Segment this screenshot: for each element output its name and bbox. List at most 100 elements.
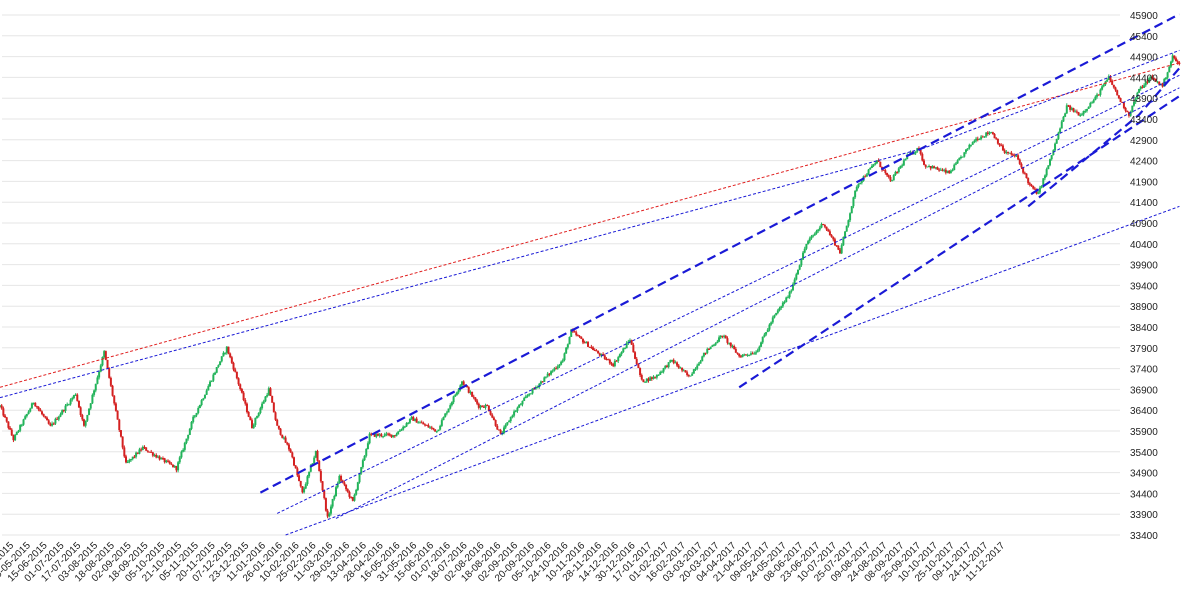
candle-body [825,226,828,230]
candle-body [202,398,205,401]
candle-body [739,356,742,358]
candle-body [886,172,889,176]
candle-body [795,274,798,280]
candle-body [971,142,974,145]
candle-body [914,151,917,154]
candle-body [1060,121,1063,129]
candle-body [632,344,635,353]
candle-body [1028,183,1031,185]
candle-body [271,395,274,403]
candle-body [768,324,771,330]
candle-body [830,235,833,238]
candle-body [454,394,457,397]
candle-body [130,459,133,461]
candle-body [378,434,381,436]
candle-body [541,381,544,383]
candle-body [677,365,680,368]
candle-body [613,360,616,367]
candle-body [190,421,193,429]
candle-body [901,165,904,167]
candle-body [1047,165,1050,170]
candle-body [555,368,558,370]
candle-body [358,473,361,483]
candle-body [1027,178,1030,184]
candle-body [209,381,211,387]
candle-body [7,421,10,428]
candle-body [622,348,625,353]
candle-body [119,430,122,437]
candle-body [1102,84,1105,87]
candle-body [146,450,149,452]
candle-body [452,396,455,403]
candle-body [136,452,139,454]
candle-body [1070,108,1073,110]
y-tick-label: 40900 [1130,219,1158,230]
candle-body [245,403,248,413]
candle-body [954,163,957,165]
candle-body [588,346,591,348]
candle-body [161,458,164,460]
y-tick-label: 41400 [1130,198,1158,209]
candle-body [27,411,30,415]
candle-body [660,371,663,373]
y-tick-label: 37900 [1130,344,1158,355]
candle-body [1149,76,1152,79]
trend-lines [0,13,1181,536]
candle-body [353,494,356,501]
candle-body [324,498,327,511]
candle-body [1131,105,1134,113]
candle-body [823,224,826,227]
candle-body [924,164,927,167]
candle-body [328,513,331,517]
candle-body [439,425,442,430]
candle-body [106,359,109,369]
candle-body [852,197,855,207]
candle-body [1173,55,1176,59]
candle-body [29,408,32,412]
candle-body [711,345,714,347]
candle-body [57,416,60,420]
y-tick-label: 35900 [1130,427,1158,438]
candle-body [543,377,546,382]
candle-body [219,361,222,366]
candle-body [487,405,490,412]
candle-body [123,447,126,457]
candle-body [970,144,973,146]
candle-body [356,482,359,490]
candle-body [744,354,747,356]
candle-body [486,405,489,407]
candle-body [93,390,96,395]
candle-body [689,375,692,377]
candle-body [1054,143,1057,151]
candle-body [528,394,531,396]
trend-line-blue-dotted [276,74,1180,514]
candle-body [104,351,107,360]
candle-body [608,359,611,364]
candle-body [892,175,895,181]
candle-body [368,433,371,444]
candle-body [1064,113,1067,117]
candle-body [817,229,820,232]
candle-body [686,372,689,376]
candle-body [1049,159,1051,166]
candle-body [1133,101,1135,106]
candle-body [449,405,452,409]
candle-body [491,414,494,418]
candle-body [1037,192,1040,194]
candle-body [340,475,343,481]
candle-body [479,405,482,408]
candle-body [266,394,269,397]
candle-body [1161,83,1164,87]
candle-body [450,402,453,406]
candle-body [788,291,791,298]
candle-body [635,358,638,364]
candle-body [388,434,391,436]
candle-body [553,368,556,371]
candle-body [807,241,810,244]
candle-body [19,425,22,431]
candle-body [220,356,223,362]
candle-body [894,172,897,176]
y-tick-label: 42400 [1130,157,1158,168]
candle-body [674,362,677,364]
